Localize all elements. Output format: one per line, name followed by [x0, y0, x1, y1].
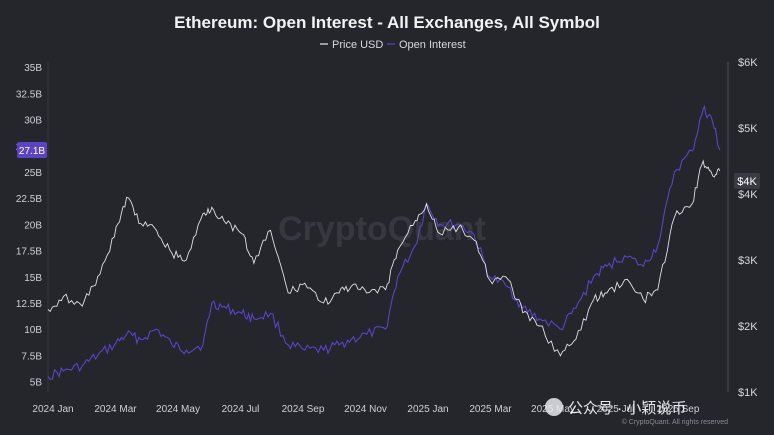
series-line-open-interest — [47, 104, 721, 381]
x-tick-label: 2024 Sep — [282, 404, 325, 415]
left-tick-label: 32.5B — [16, 89, 42, 100]
legend-price-label: Price USD — [332, 39, 383, 51]
current-value-badges: 27.1B $4K — [17, 142, 760, 189]
right-tick-label: $5K — [738, 123, 758, 135]
left-tick-label: 7.5B — [21, 351, 42, 362]
x-tick-label: 2024 Jul — [222, 404, 260, 415]
legend: Price USD Open Interest — [320, 39, 466, 51]
open-interest-badge-label: 27.1B — [19, 146, 45, 157]
left-tick-label: 25B — [24, 168, 42, 179]
series-line-price — [47, 159, 721, 357]
price-badge — [734, 172, 760, 189]
right-tick-label: $4K — [738, 189, 758, 201]
right-tick-label: $3K — [738, 255, 758, 267]
x-tick-label: 2025 Jan — [407, 404, 448, 415]
plot-grid — [47, 62, 729, 392]
left-tick-label: 17.5B — [16, 247, 42, 258]
x-tick-label: 2025 Sep — [657, 404, 700, 415]
x-tick-label: 2024 May — [156, 404, 200, 415]
open-interest-badge — [17, 142, 47, 158]
series-lines — [47, 104, 721, 381]
copyright: © CryptoQuant. All rights reserved — [622, 418, 728, 426]
left-tick-label: 20B — [24, 220, 42, 231]
right-tick-label: $1K — [738, 387, 758, 399]
wechat-caption: 公众号 · 小颖说币 — [568, 400, 686, 417]
right-tick-label: $6K — [738, 57, 758, 69]
left-tick-label: 5B — [30, 378, 43, 389]
price-badge-label: $4K — [737, 176, 757, 188]
right-axis: $1K $2K $3K $4K $5K $6K — [738, 57, 758, 399]
chart-title: Ethereum: Open Interest - All Exchanges,… — [174, 13, 600, 32]
wechat-icon — [545, 398, 563, 416]
left-tick-label: 30B — [24, 116, 42, 127]
right-tick-label: $2K — [738, 321, 758, 333]
left-tick-label: 15B — [24, 273, 42, 284]
left-tick-label: 22.5B — [16, 194, 42, 205]
x-tick-label: 2024 Jan — [32, 404, 73, 415]
left-tick-label: 10B — [24, 325, 42, 336]
x-tick-label: 2024 Mar — [94, 404, 137, 415]
left-tick-label: 35B — [24, 63, 42, 74]
x-tick-label: 2024 Nov — [344, 404, 387, 415]
left-tick-label: 12.5B — [16, 299, 42, 310]
x-tick-label: 2025 Jul — [597, 404, 635, 415]
legend-oi-label: Open Interest — [399, 39, 466, 51]
wechat-overlay: 公众号 · 小颖说币 — [545, 398, 686, 417]
x-tick-label: 2025 Mar — [469, 404, 512, 415]
left-axis: 5B7.5B10B12.5B15B17.5B20B22.5B25B27.5B30… — [16, 63, 42, 388]
